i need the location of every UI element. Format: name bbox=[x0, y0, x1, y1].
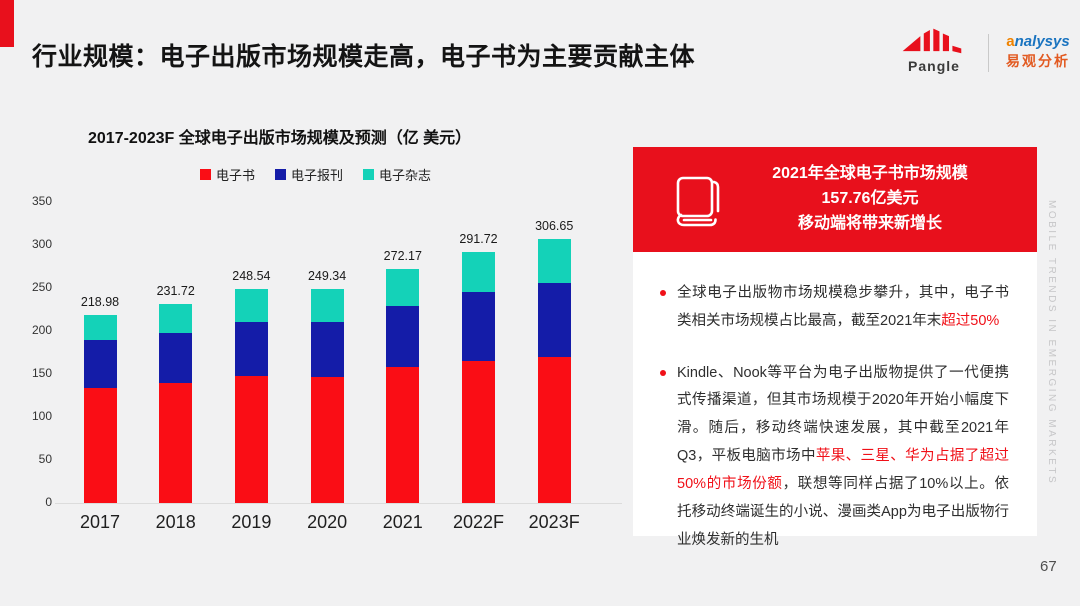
legend-label: 电子报刊 bbox=[291, 168, 344, 183]
insight-text: Kindle、Nook等平台为电子出版物提供了一代便携式传播渠道，但其市场规模于… bbox=[677, 364, 1009, 465]
y-tick-label: 200 bbox=[31, 323, 52, 337]
bar-total-label: 291.72 bbox=[459, 232, 498, 247]
y-tick-label: 300 bbox=[31, 237, 52, 251]
bar-segment bbox=[310, 322, 344, 377]
bar-segment bbox=[234, 375, 268, 503]
analysys-rest: nalysys bbox=[1014, 33, 1070, 50]
insight-bullet: Kindle、Nook等平台为电子出版物提供了一代便携式传播渠道，但其市场规模于… bbox=[655, 360, 1009, 555]
bar-segment bbox=[310, 376, 344, 503]
pangle-wordmark: Pangle bbox=[908, 58, 960, 74]
header-accent-bar bbox=[0, 0, 14, 47]
legend-swatch-epress-icon bbox=[275, 169, 287, 180]
insight-text: 全球电子出版物市场规模稳步攀升，其中，电子书类相关市场规模占比最高，截至2021… bbox=[677, 285, 1009, 329]
bar-segment bbox=[234, 289, 268, 322]
analysys-a: a bbox=[1006, 33, 1015, 50]
bar-segment bbox=[159, 303, 193, 333]
callout-line-1: 2021年全球电子书市场规模 bbox=[772, 165, 968, 183]
side-watermark-text: MOBILE TRENDS IN EMERGING MARKETS bbox=[1046, 200, 1057, 486]
insight-text-highlight: 苹果、三星、华为占据了超过50%的市场份额 bbox=[677, 448, 1010, 492]
insight-bullet: 全球电子出版物市场规模稳步攀升，其中，电子书类相关市场规模占比最高，截至2021… bbox=[655, 280, 1009, 336]
legend-label: 电子杂志 bbox=[379, 168, 432, 183]
bar-total-label: 231.72 bbox=[156, 283, 195, 298]
callout-text: 2021年全球电子书市场规模 157.76亿美元 移动端将带来新增长 bbox=[725, 162, 1037, 236]
x-axis-label: 2018 bbox=[155, 512, 196, 532]
legend-item-emagazine: 电子杂志 bbox=[363, 165, 431, 184]
bar-segment bbox=[386, 367, 420, 503]
bar-segment bbox=[462, 252, 495, 293]
insight-list: 全球电子出版物市场规模稳步攀升，其中，电子书类相关市场规模占比最高，截至2021… bbox=[633, 280, 1037, 578]
y-tick-label: 100 bbox=[31, 409, 52, 423]
pangle-logo: Pangle bbox=[896, 28, 972, 82]
bar-total-label: 218.98 bbox=[80, 294, 120, 309]
bullet-dot-icon bbox=[660, 290, 666, 296]
x-axis-label: 2021 bbox=[382, 512, 423, 532]
y-tick-label: 50 bbox=[38, 452, 52, 466]
legend-swatch-ebook-icon bbox=[200, 169, 211, 180]
bar-total-label: 249.34 bbox=[307, 268, 347, 283]
logo-divider bbox=[988, 34, 989, 72]
x-axis-line bbox=[55, 503, 622, 504]
legend-item-ebook: 电子书 bbox=[200, 165, 255, 184]
bar-segment bbox=[537, 282, 571, 357]
bar-segment bbox=[83, 314, 117, 341]
bar-segment bbox=[310, 288, 344, 323]
bar-segment bbox=[159, 382, 193, 503]
bar-segment bbox=[83, 340, 117, 388]
analysys-cn-label: 易观分析 bbox=[1006, 52, 1070, 69]
bar-segment bbox=[386, 306, 420, 368]
pangle-mark-icon bbox=[902, 28, 962, 54]
analysys-wordmark: analysys bbox=[1000, 32, 1076, 52]
highlight-callout: 2021年全球电子书市场规模 157.76亿美元 移动端将带来新增长 bbox=[633, 147, 1037, 252]
bar-segment bbox=[159, 332, 193, 383]
x-axis-label: 2019 bbox=[231, 512, 272, 532]
bar-total-label: 306.65 bbox=[535, 219, 574, 234]
x-axis-label: 2022F bbox=[452, 512, 505, 532]
insight-text: ，联想等同样占据了10%以上。依托移动终端诞生的小说、漫画类App为电子出版物行… bbox=[677, 475, 1009, 548]
bullet-dot-icon bbox=[660, 369, 666, 376]
x-axis-label: 2017 bbox=[79, 512, 121, 532]
bar-total-label: 248.54 bbox=[232, 269, 271, 284]
callout-line-2: 157.76亿美元 bbox=[821, 190, 919, 208]
page-title: 行业规模：电子出版市场规模走高，电子书为主要贡献主体 bbox=[32, 43, 696, 71]
insight-card: 2021年全球电子书市场规模 157.76亿美元 移动端将带来新增长 全球电子出… bbox=[633, 147, 1037, 548]
analysys-logo: analysys 易观分析 bbox=[1000, 32, 1076, 70]
page-number: 67 bbox=[1040, 558, 1057, 575]
x-axis-label: 2023F bbox=[528, 512, 580, 532]
bar-segment bbox=[234, 321, 268, 376]
x-axis-label: 2020 bbox=[307, 512, 348, 532]
bar-segment bbox=[537, 239, 571, 283]
y-tick-label: 0 bbox=[45, 495, 52, 509]
legend-label: 电子书 bbox=[216, 168, 256, 183]
bar-segment bbox=[386, 268, 420, 307]
bar-total-label: 272.17 bbox=[383, 248, 422, 263]
y-tick-label: 350 bbox=[31, 194, 52, 208]
legend-swatch-emagazine-icon bbox=[363, 169, 375, 180]
bar-segment bbox=[83, 387, 117, 503]
y-tick-label: 250 bbox=[31, 280, 52, 294]
book-icon bbox=[676, 176, 720, 226]
legend-item-epress: 电子报刊 bbox=[275, 165, 343, 184]
insight-text-highlight: 超过50% bbox=[941, 312, 1000, 329]
callout-line-3: 移动端将带来新增长 bbox=[797, 214, 942, 232]
bar-segment bbox=[462, 361, 495, 503]
bar-segment bbox=[537, 356, 571, 503]
chart-title: 2017-2023F 全球电子出版市场规模及预测（亿 美元） bbox=[88, 130, 472, 147]
chart-legend: 电子书 电子报刊 电子杂志 bbox=[200, 165, 431, 184]
bar-segment bbox=[462, 292, 495, 362]
y-tick-label: 150 bbox=[31, 366, 52, 380]
